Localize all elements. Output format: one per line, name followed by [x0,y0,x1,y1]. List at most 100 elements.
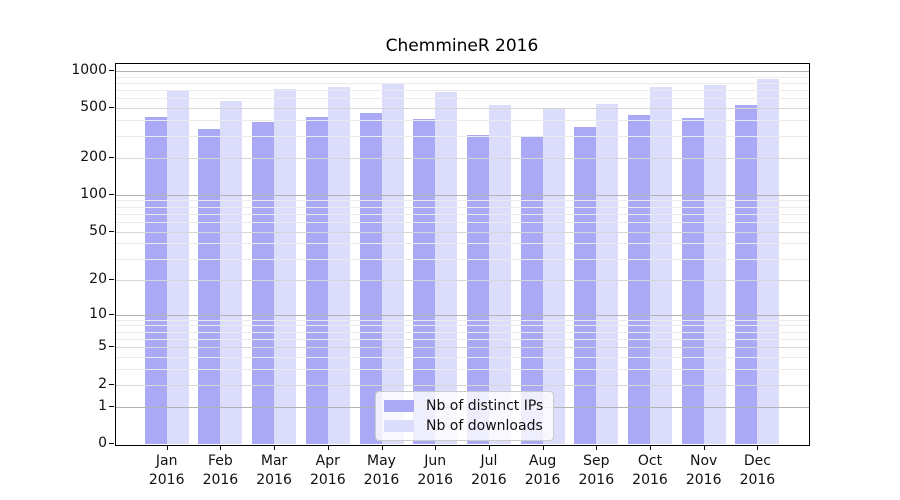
gridline [116,135,809,137]
gridline [116,279,809,281]
x-tick-mark [650,445,651,450]
y-tick-label: 10 [89,305,107,322]
gridline [116,108,809,110]
y-tick-mark [109,156,114,158]
bar-distinct-ips-may [359,113,382,444]
y-tick-label: 500 [80,99,107,116]
x-tick-mark [166,445,168,450]
y-tick-label: 200 [80,148,107,165]
x-tick-mark [542,445,544,450]
bar-downloads-aug [542,109,565,444]
legend-swatch-downloads [384,420,414,432]
y-tick-mark [109,278,114,280]
gridline [116,82,809,84]
gridline [116,90,809,92]
bar-downloads-oct [650,86,672,444]
x-tick-label-mar: Mar 2016 [256,453,292,488]
y-tick-label: 5 [98,338,107,355]
x-tick-mark [488,445,490,450]
x-tick-mark [220,445,222,450]
gridline [116,222,809,223]
y-tick-label: 1000 [71,61,107,78]
x-tick-label-oct: Oct 2016 [632,453,668,488]
bar-distinct-ips-aug [520,135,543,444]
x-tick-label-apr: Apr 2016 [309,453,346,488]
y-tick-mark [109,383,114,385]
x-tick-mark [274,445,276,450]
legend-label-downloads: Nb of downloads [426,418,543,434]
gridline [116,213,809,215]
bar-downloads-mar [274,89,297,444]
gridline [116,357,809,359]
x-tick-label-jun: Jun 2016 [417,453,453,488]
y-tick-label: 50 [89,222,107,239]
y-tick-label: 0 [98,435,107,451]
y-tick-mark [109,107,114,109]
y-tick-mark [109,193,114,195]
x-tick-label-may: May 2016 [363,453,400,488]
y-tick-label: 100 [80,185,107,202]
gridline [116,314,809,316]
x-tick-label-dec: Dec 2016 [739,453,776,488]
x-tick-label-aug: Aug 2016 [524,453,561,488]
gridline [116,200,809,202]
x-tick-mark [596,445,598,450]
bar-distinct-ips-jul [466,134,489,444]
gridline [116,258,809,260]
gridline [116,194,809,196]
bar-downloads-feb [220,100,243,444]
x-tick-label-nov: Nov 2016 [685,453,722,488]
y-tick-mark [109,405,114,407]
gridline [116,206,809,208]
gridline [116,384,809,386]
plot-area: Nb of distinct IPs Nb of downloads [115,63,810,446]
y-tick-label: 2 [98,375,107,392]
y-tick-mark [109,230,114,232]
x-tick-label-feb: Feb 2016 [202,453,239,488]
bar-downloads-jan [166,90,189,444]
bar-distinct-ips-jun [413,118,436,444]
bar-downloads-jun [435,91,458,444]
gridline [116,120,809,122]
gridline [116,157,809,159]
bar-distinct-ips-feb [198,129,221,444]
bar-downloads-apr [327,86,350,444]
x-tick-mark [327,445,329,450]
y-tick-mark [109,346,114,348]
y-tick-mark [109,443,114,444]
bar-distinct-ips-mar [252,122,275,444]
legend: Nb of distinct IPs Nb of downloads [375,391,555,441]
x-tick-mark [381,445,383,450]
x-tick-label-sep: Sep 2016 [578,453,615,488]
bar-distinct-ips-sep [574,126,597,444]
bar-downloads-sep [596,104,619,444]
gridline [116,347,809,349]
x-tick-mark [757,445,759,450]
gridline [116,325,809,327]
bar-distinct-ips-nov [681,117,704,444]
bar-distinct-ips-oct [628,115,650,444]
bar-downloads-dec [757,79,780,444]
gridline [116,331,809,333]
legend-swatch-distinct-ips [384,400,414,412]
y-tick-label: 20 [89,270,107,287]
bar-downloads-jul [488,105,511,444]
legend-item-distinct-ips: Nb of distinct IPs [384,398,543,414]
gridline [116,231,809,233]
y-tick-mark [109,313,114,315]
x-tick-mark [435,445,437,450]
grid-layer [116,64,809,445]
x-tick-mark [703,445,705,450]
gridline [116,369,809,371]
gridline [116,76,809,78]
gridline [116,338,809,340]
bar-downloads-nov [703,85,726,444]
gridline [116,98,809,100]
x-tick-label-jan: Jan 2016 [148,453,185,488]
bar-distinct-ips-dec [735,105,758,444]
bar-downloads-may [381,82,404,444]
x-tick-label-jul: Jul 2016 [471,453,507,488]
y-tick-mark [109,69,114,71]
gridline [116,319,809,321]
